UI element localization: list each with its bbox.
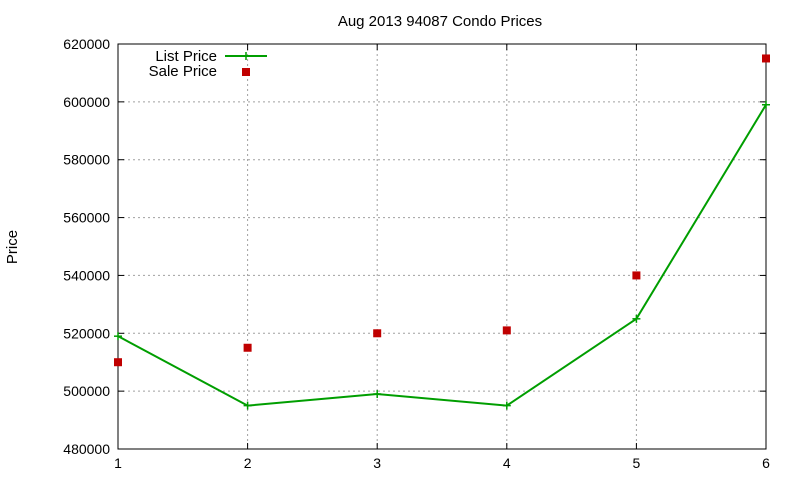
x-tick-label: 4 — [503, 455, 511, 471]
sale-price-point — [502, 326, 511, 335]
list-price-point — [243, 401, 252, 410]
sale-price-point — [762, 54, 770, 63]
x-tick-label: 2 — [244, 455, 252, 471]
legend-label-list-price: List Price — [155, 48, 217, 65]
list-price-point — [502, 401, 511, 410]
legend-plus — [242, 52, 250, 60]
sale-price-point — [632, 271, 641, 280]
y-tick-label: 500000 — [63, 383, 110, 399]
legend-marker-list-price — [242, 52, 250, 60]
grid — [118, 44, 766, 449]
legend-marker-sale-price — [242, 68, 250, 76]
sale-price-point — [114, 358, 122, 367]
series-layer — [114, 54, 770, 410]
y-tick-label: 520000 — [63, 325, 110, 341]
x-tick-label: 3 — [373, 455, 381, 471]
x-axis: 1 2 3 4 5 6 — [114, 44, 770, 471]
list-price-point — [762, 100, 770, 109]
y-tick-label: 560000 — [63, 210, 110, 226]
y-tick-label: 540000 — [63, 267, 110, 283]
chart-title: Aug 2013 94087 Condo Prices — [338, 13, 542, 30]
y-tick-label: 580000 — [63, 152, 110, 168]
legend-label-sale-price: Sale Price — [149, 63, 217, 80]
y-tick-label: 600000 — [63, 94, 110, 110]
y-tick-label: 480000 — [63, 441, 110, 457]
list-price-line — [117, 104, 767, 407]
list-price-point — [632, 314, 641, 323]
legend: List Price Sale Price — [149, 48, 267, 80]
sale-price-point — [373, 329, 382, 338]
list-price-point — [373, 390, 382, 399]
x-tick-label: 6 — [762, 455, 770, 471]
y-axis-label: Price — [4, 230, 21, 264]
list-price-point — [114, 332, 122, 341]
y-axis: 480000 500000 520000 540000 560000 580000 6000… — [63, 36, 766, 457]
x-tick-label: 5 — [633, 455, 641, 471]
sale-price-point — [243, 343, 252, 352]
x-tick-label: 1 — [114, 455, 122, 471]
y-tick-label: 620000 — [63, 36, 110, 52]
plot-border — [117, 43, 767, 450]
